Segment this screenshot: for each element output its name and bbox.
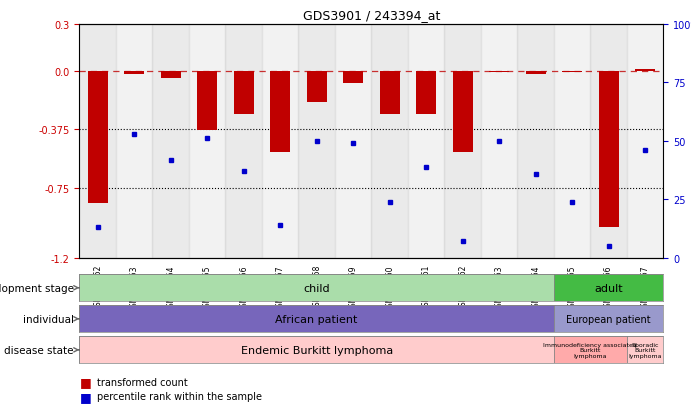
Bar	[379, 71, 399, 115]
Text: adult: adult	[594, 283, 623, 293]
Text: African patient: African patient	[276, 314, 358, 324]
Bar	[627, 337, 663, 363]
Bar	[562, 71, 582, 73]
Bar	[299, 25, 335, 258]
Text: percentile rank within the sample: percentile rank within the sample	[97, 392, 262, 401]
Bar	[307, 71, 327, 102]
Text: individual: individual	[23, 314, 79, 324]
Bar	[79, 306, 554, 332]
Bar	[262, 25, 299, 258]
Text: European patient: European patient	[567, 314, 651, 324]
Bar	[79, 25, 116, 258]
Bar	[225, 25, 262, 258]
Bar	[416, 71, 436, 115]
Bar	[79, 337, 554, 363]
Bar	[635, 70, 655, 71]
Bar	[335, 25, 371, 258]
Bar	[234, 71, 254, 115]
Bar	[88, 71, 108, 204]
Bar	[554, 306, 663, 332]
Bar	[554, 275, 663, 301]
Bar	[197, 71, 217, 131]
Bar	[444, 25, 481, 258]
Bar	[627, 25, 663, 258]
Bar	[161, 71, 181, 79]
Text: disease state: disease state	[4, 345, 79, 355]
Bar	[116, 25, 153, 258]
Text: transformed count: transformed count	[97, 377, 187, 387]
Text: development stage: development stage	[0, 283, 79, 293]
Bar	[481, 25, 518, 258]
Bar	[526, 71, 546, 75]
Bar	[453, 71, 473, 152]
Text: Sporadic
Burkitt
lymphoma: Sporadic Burkitt lymphoma	[628, 342, 662, 358]
Bar	[408, 25, 444, 258]
Bar	[590, 25, 627, 258]
Text: ■: ■	[79, 390, 91, 403]
Text: Endemic Burkitt lymphoma: Endemic Burkitt lymphoma	[240, 345, 392, 355]
Bar	[189, 25, 225, 258]
Text: child: child	[303, 283, 330, 293]
Bar	[343, 71, 363, 84]
Bar	[518, 25, 554, 258]
Bar	[598, 71, 618, 227]
Bar	[554, 337, 627, 363]
Bar	[79, 275, 554, 301]
Bar	[153, 25, 189, 258]
Bar	[124, 71, 144, 75]
Bar	[371, 25, 408, 258]
Text: Immunodeficiency associated
Burkitt
lymphoma: Immunodeficiency associated Burkitt lymp…	[543, 342, 637, 358]
Bar	[554, 25, 590, 258]
Title: GDS3901 / 243394_at: GDS3901 / 243394_at	[303, 9, 440, 22]
Bar	[489, 71, 509, 73]
Bar	[270, 71, 290, 152]
Text: ■: ■	[79, 375, 91, 389]
